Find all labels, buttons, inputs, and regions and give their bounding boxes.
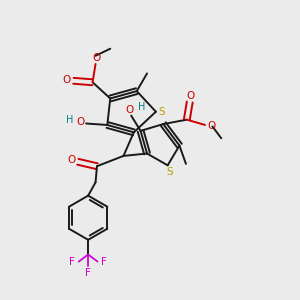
Text: O: O — [67, 155, 76, 165]
Text: F: F — [85, 268, 91, 278]
Text: O: O — [63, 75, 71, 85]
Text: H: H — [138, 102, 145, 112]
Text: H: H — [66, 115, 74, 125]
Text: O: O — [186, 91, 194, 100]
Text: O: O — [207, 121, 216, 130]
Text: O: O — [92, 53, 101, 63]
Text: O: O — [126, 105, 134, 115]
Text: F: F — [101, 256, 107, 267]
Text: O: O — [76, 117, 84, 127]
Text: F: F — [69, 256, 75, 267]
Text: S: S — [167, 167, 173, 177]
Text: S: S — [158, 107, 164, 117]
